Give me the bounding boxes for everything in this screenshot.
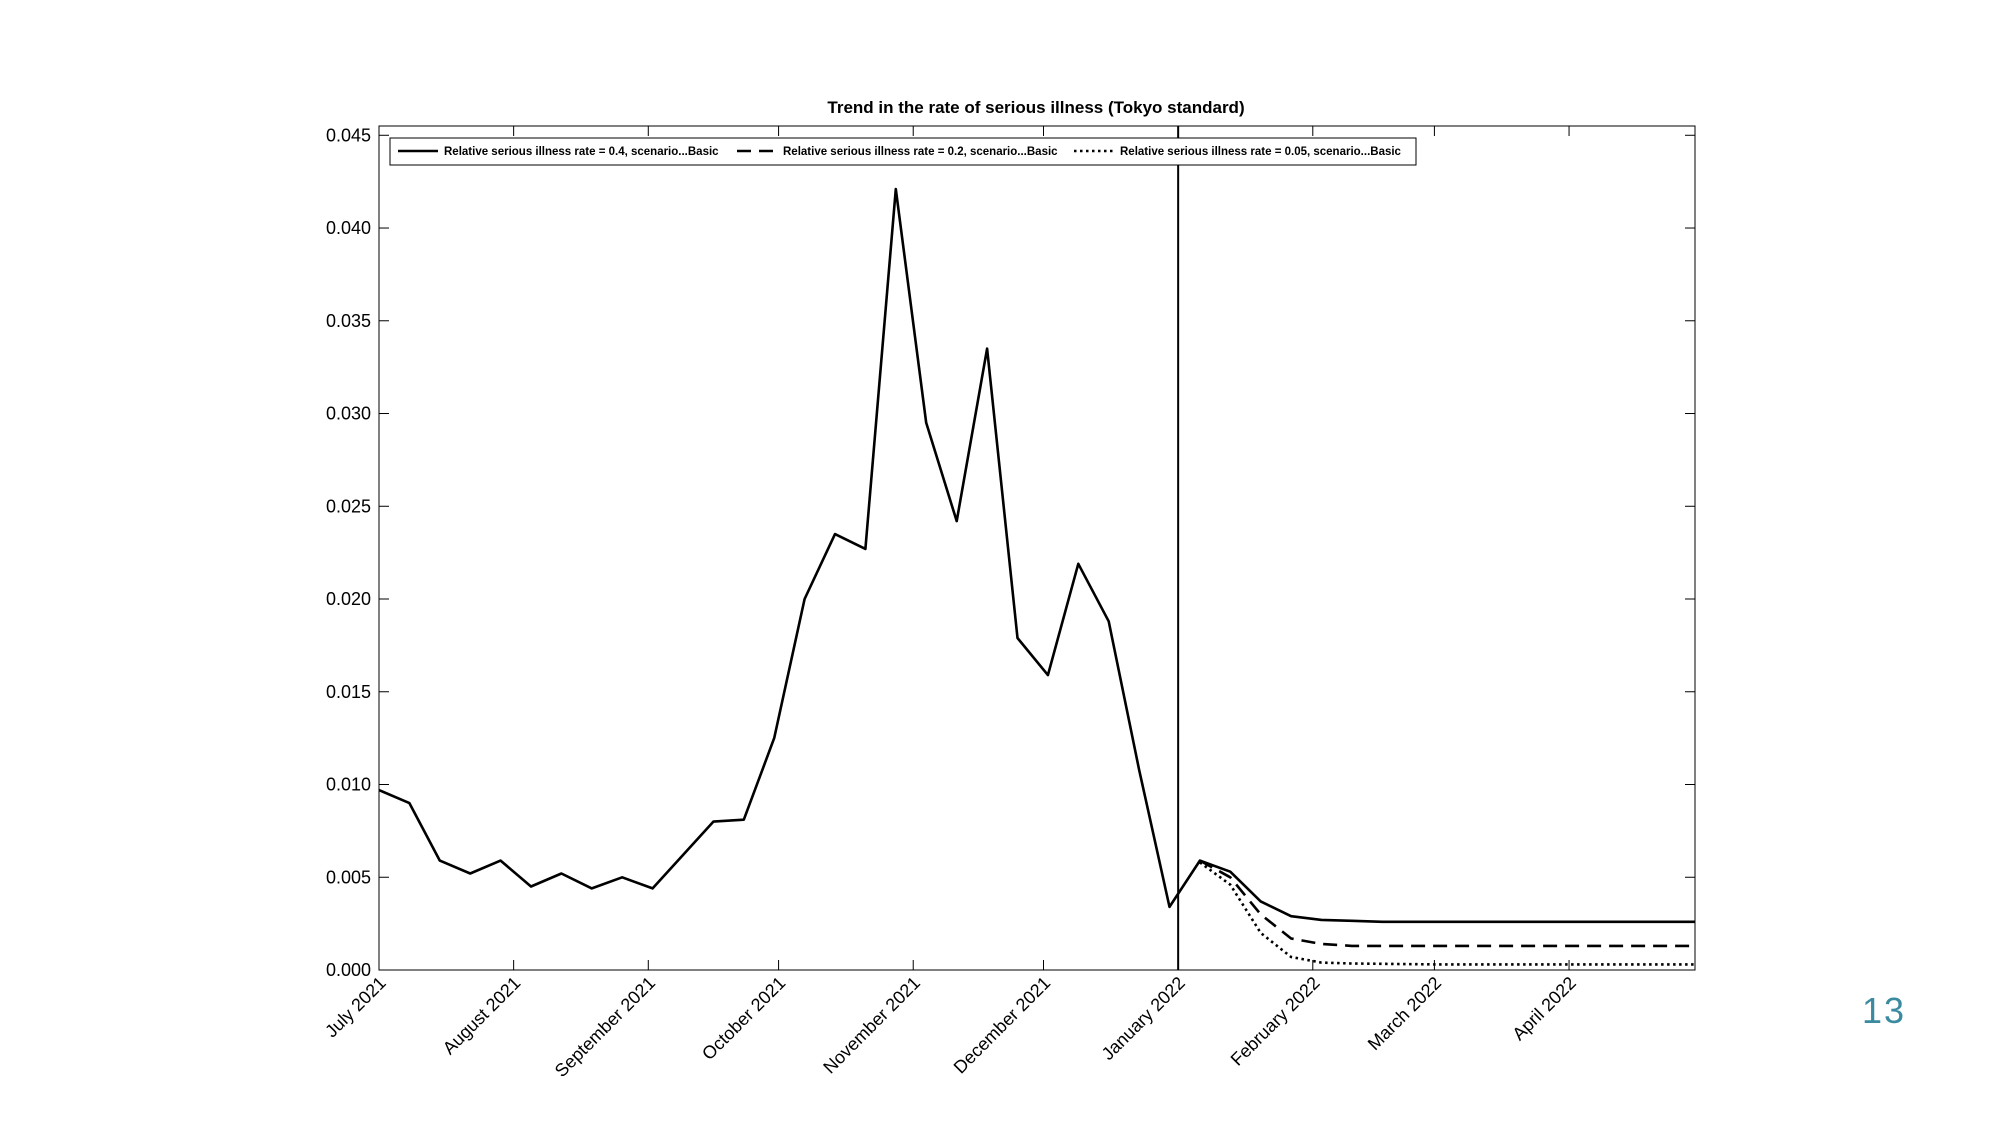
series-line-dotted <box>1199 861 1695 966</box>
chart-title: Trend in the rate of serious illness (To… <box>827 98 1244 117</box>
series-line-solid <box>378 187 1695 924</box>
y-tick-label: 0.005 <box>326 867 371 887</box>
series-line-dashed <box>1199 859 1695 948</box>
series-lines <box>378 187 1695 966</box>
x-tick-label: November 2021 <box>819 973 924 1078</box>
y-tick-label: 0.025 <box>326 496 371 516</box>
y-tick-label: 0.000 <box>326 960 371 980</box>
x-tick-label: April 2022 <box>1508 973 1579 1044</box>
y-tick-label: 0.045 <box>326 125 371 145</box>
legend-label: Relative serious illness rate = 0.4, sce… <box>444 146 719 158</box>
x-tick-label: October 2021 <box>698 973 789 1064</box>
plot-frame <box>378 125 1696 971</box>
x-tick-label: March 2022 <box>1364 973 1445 1054</box>
x-tick-label: August 2021 <box>439 973 525 1059</box>
x-tick-label: July 2021 <box>321 973 390 1042</box>
y-tick-label: 0.020 <box>326 589 371 609</box>
x-tick-label: December 2021 <box>950 973 1055 1078</box>
y-tick-label: 0.040 <box>326 218 371 238</box>
x-tick-label: January 2022 <box>1098 973 1189 1064</box>
page-number: 13 <box>1862 990 1907 1031</box>
y-tick-label: 0.015 <box>326 682 371 702</box>
legend: Relative serious illness rate = 0.4, sce… <box>389 137 1417 166</box>
y-tick-label: 0.010 <box>326 775 371 795</box>
legend-label: Relative serious illness rate = 0.2, sce… <box>783 146 1058 158</box>
x-tick-label: February 2022 <box>1227 973 1324 1070</box>
axis-ticks: 0.000 0.005 0.010 0.015 0.020 0.025 0.030 0.035… <box>321 125 1695 1081</box>
legend-label: Relative serious illness rate = 0.05, sc… <box>1120 146 1402 158</box>
x-tick-label: September 2021 <box>551 973 659 1081</box>
y-tick-label: 0.030 <box>326 404 371 424</box>
y-tick-label: 0.035 <box>326 311 371 331</box>
legend-box <box>389 137 1417 166</box>
